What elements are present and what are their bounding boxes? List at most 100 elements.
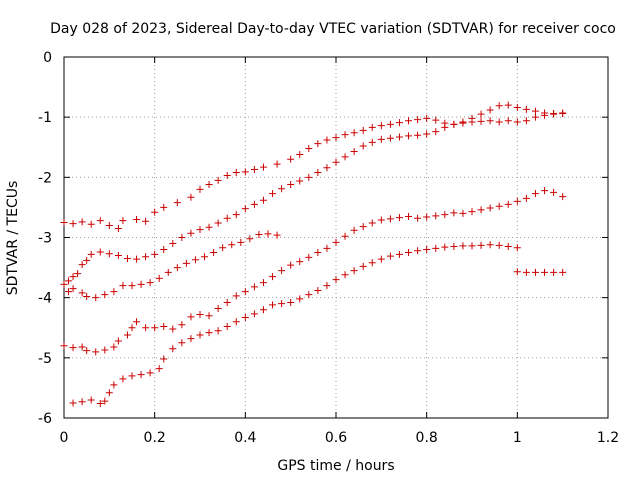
data-point — [414, 131, 422, 139]
x-axis-label: GPS time / hours — [277, 458, 394, 474]
data-point — [287, 155, 295, 163]
data-point — [60, 280, 68, 288]
data-point — [522, 268, 530, 276]
data-point — [414, 116, 422, 124]
data-point — [155, 365, 163, 373]
data-point — [305, 144, 313, 152]
data-point — [151, 208, 159, 216]
data-point — [323, 136, 331, 144]
data-point — [119, 217, 127, 225]
y-tick-label: -2 — [38, 170, 52, 186]
data-point — [486, 117, 494, 125]
data-point — [513, 118, 521, 126]
data-point — [531, 107, 539, 115]
data-point — [477, 206, 485, 214]
data-point — [486, 106, 494, 114]
data-point — [459, 242, 467, 250]
data-point — [468, 208, 476, 216]
data-point — [246, 235, 254, 243]
data-point — [432, 128, 440, 136]
data-point — [105, 389, 113, 397]
series-2 — [60, 110, 567, 288]
data-point — [223, 172, 231, 180]
data-point — [114, 224, 122, 232]
data-point — [92, 294, 100, 302]
data-point — [441, 123, 449, 131]
data-point — [133, 255, 141, 263]
data-point — [522, 117, 530, 125]
data-point — [423, 246, 431, 254]
x-tick-label: 0 — [60, 430, 69, 446]
data-point — [278, 267, 286, 275]
data-point — [504, 200, 512, 208]
data-point — [559, 268, 567, 276]
data-point — [332, 158, 340, 166]
data-point — [477, 241, 485, 249]
data-point — [273, 231, 281, 239]
data-point — [205, 181, 213, 189]
data-point — [377, 255, 385, 263]
data-point — [450, 243, 458, 251]
data-point — [550, 188, 558, 196]
data-point — [105, 221, 113, 229]
data-point — [423, 114, 431, 122]
data-point — [278, 300, 286, 308]
data-point — [78, 261, 86, 269]
data-point — [395, 250, 403, 258]
data-point — [550, 110, 558, 118]
data-point — [541, 187, 549, 195]
data-point — [128, 372, 136, 380]
data-point — [96, 400, 104, 408]
data-point — [105, 250, 113, 258]
data-point — [255, 230, 263, 238]
data-point — [74, 270, 82, 278]
data-point — [123, 255, 131, 263]
data-point — [205, 223, 213, 231]
y-axis-label: SDTVAR / TECUs — [5, 181, 21, 296]
data-point — [541, 268, 549, 276]
x-tick-label: 1.2 — [597, 430, 619, 446]
data-point — [468, 242, 476, 250]
data-point — [96, 248, 104, 256]
data-point — [395, 119, 403, 127]
data-point — [386, 120, 394, 128]
data-point — [69, 273, 77, 281]
data-point — [160, 355, 168, 363]
data-point — [101, 397, 109, 405]
data-point — [133, 215, 141, 223]
data-point — [513, 104, 521, 112]
y-tick-label: -4 — [38, 291, 52, 307]
data-point — [178, 339, 186, 347]
data-point — [305, 173, 313, 181]
data-point — [187, 193, 195, 201]
data-point — [173, 199, 181, 207]
data-point — [350, 267, 358, 275]
data-point — [550, 268, 558, 276]
data-point — [441, 243, 449, 251]
data-point — [559, 193, 567, 201]
data-point — [123, 331, 131, 339]
data-point — [164, 268, 172, 276]
data-point — [287, 261, 295, 269]
data-point — [155, 274, 163, 282]
data-point — [187, 335, 195, 343]
series-4 — [60, 187, 567, 356]
data-point — [486, 204, 494, 212]
x-tick-label: 1 — [513, 430, 522, 446]
data-point — [405, 117, 413, 125]
data-point — [513, 244, 521, 252]
data-point — [250, 310, 258, 318]
data-point — [87, 250, 95, 258]
data-point — [128, 324, 136, 332]
data-point — [377, 135, 385, 143]
data-point — [228, 241, 236, 249]
data-point — [128, 282, 136, 290]
data-point — [522, 194, 530, 202]
data-point — [495, 241, 503, 249]
data-point — [395, 214, 403, 222]
data-point — [241, 288, 249, 296]
data-point — [273, 160, 281, 168]
data-point — [459, 209, 467, 217]
data-point — [341, 153, 349, 161]
data-point — [395, 133, 403, 141]
